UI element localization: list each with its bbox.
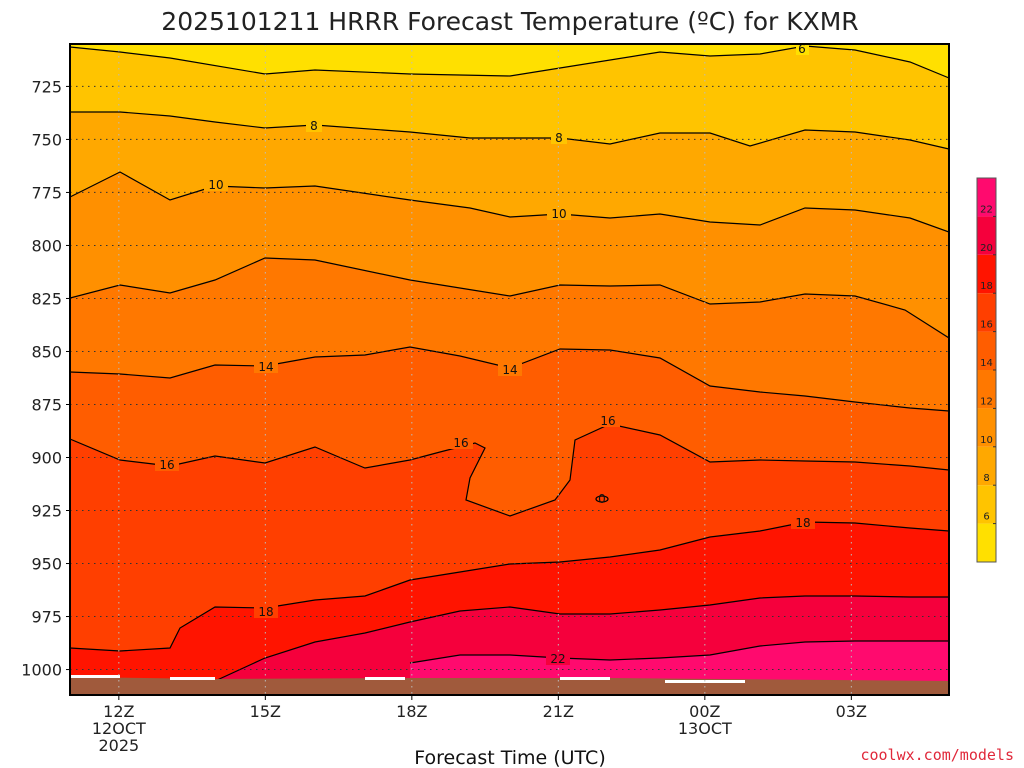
x-tick-label: 12Z: [103, 702, 134, 721]
y-tick-label: 750: [31, 130, 62, 149]
colorbar-swatch: [977, 178, 996, 217]
contour-label-16a: 16: [159, 458, 174, 472]
contour-label-10a: 10: [208, 178, 223, 192]
colorbar-swatch: [977, 293, 996, 332]
x-tick-label: 12OCT: [92, 719, 146, 738]
x-tick-label: 18Z: [396, 702, 427, 721]
chart-title: 2025101211 HRRR Forecast Temperature (ºC…: [161, 7, 858, 36]
y-tick-label: 725: [31, 77, 62, 96]
y-tick-label: 800: [31, 236, 62, 255]
y-tick-label: 825: [31, 289, 62, 308]
plot-frame: [69, 43, 950, 696]
y-tick-label: 850: [31, 342, 62, 361]
colorbar-tick-label: 6: [983, 512, 989, 523]
x-tick-label: 15Z: [250, 702, 281, 721]
y-axis: 725 750 775 800 825 850 875 900 925 950 975 1000: [21, 77, 70, 680]
colorbar-tick-label: 18: [980, 281, 993, 292]
contour-label-8a: 8: [310, 119, 318, 133]
grid: [70, 44, 949, 695]
colorbar-swatch: [977, 216, 996, 255]
credit-link[interactable]: coolwx.com/models: [860, 746, 1014, 764]
y-tick-label: 900: [31, 449, 62, 468]
contour-label-14b: 14: [502, 363, 517, 377]
contour-label-18b: 18: [258, 605, 273, 619]
y-tick-label: 1000: [21, 661, 62, 680]
contour-label-16c: 16: [600, 414, 615, 428]
contour-label-0: 0: [598, 492, 606, 506]
colorbar-swatch: [977, 446, 996, 486]
contour-label-8b: 8: [555, 131, 563, 145]
y-tick-label: 925: [31, 502, 62, 521]
x-tick-label: 00Z: [689, 702, 720, 721]
colorbar-tick-label: 10: [980, 435, 993, 446]
contour-label-14a: 14: [258, 360, 273, 374]
colorbar-tick-label: 8: [983, 473, 989, 484]
colorbar-swatch: [977, 408, 996, 447]
x-tick-label: 2025: [98, 736, 139, 755]
x-tick-label: 21Z: [543, 702, 574, 721]
x-tick-label: 03Z: [836, 702, 867, 721]
contour-label-18a: 18: [795, 516, 810, 530]
colorbar-tick-label: 12: [980, 396, 993, 407]
colorbar: 6 8 10 12 14 16 18 20 22: [976, 177, 997, 563]
colorbar-swatch: [977, 254, 996, 294]
y-tick-label: 975: [31, 608, 62, 627]
contour-label-10b: 10: [551, 207, 566, 221]
colorbar-tick-label: 20: [980, 243, 993, 254]
contour-label-22: 22: [550, 652, 565, 666]
contour-label-6: 6: [798, 42, 806, 56]
colorbar-swatch: [977, 523, 996, 562]
contour-labels: 6 8 8 10 10 14 14 16 16 16 18 18 22 0: [155, 42, 815, 666]
colorbar-swatch: [977, 331, 996, 370]
colorbar-tick-label: 16: [980, 320, 993, 331]
x-axis-label: Forecast Time (UTC): [414, 747, 605, 768]
y-tick-label: 775: [31, 183, 62, 202]
colorbar-swatch: [977, 370, 996, 409]
colorbar-tick-label: 22: [980, 204, 993, 215]
y-tick-label: 875: [31, 395, 62, 414]
contour-label-16b: 16: [453, 436, 468, 450]
colorbar-swatch: [977, 485, 996, 524]
plot-area: 6 8 8 10 10 14 14 16 16 16 18 18 22 0: [70, 42, 949, 695]
y-tick-label: 950: [31, 555, 62, 574]
colorbar-tick-label: 14: [980, 358, 993, 369]
x-tick-label: 13OCT: [678, 719, 732, 738]
